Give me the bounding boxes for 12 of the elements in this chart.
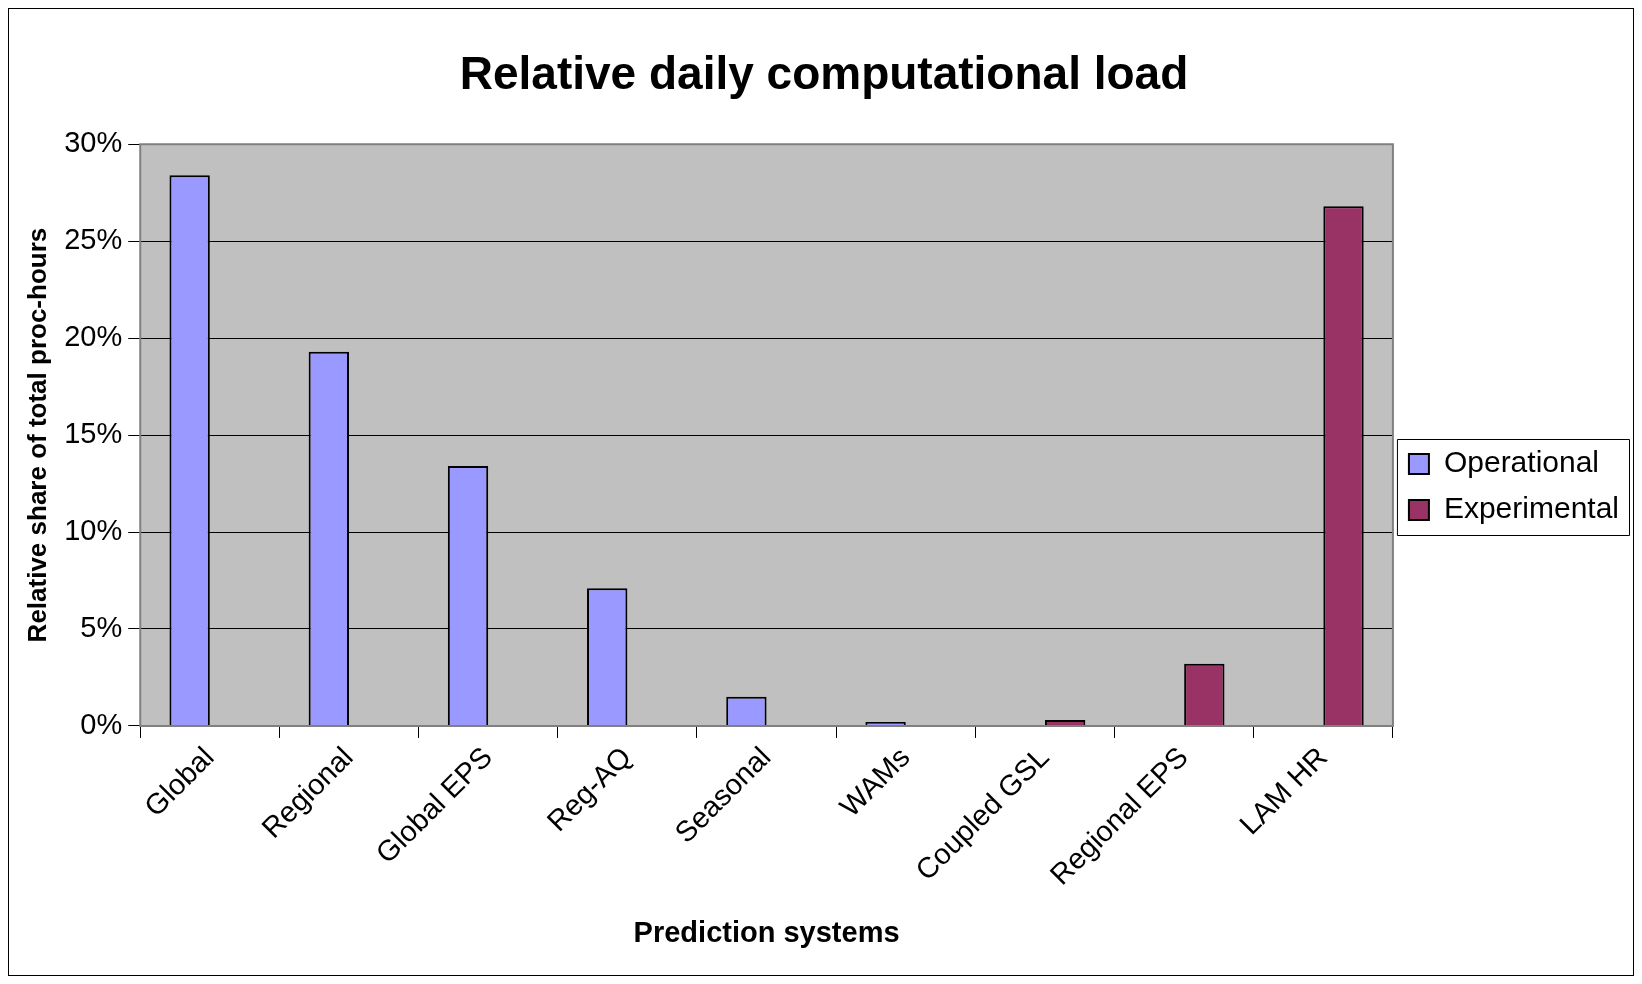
y-tick-label: 20% bbox=[64, 320, 123, 353]
legend-label: Experimental bbox=[1443, 491, 1619, 525]
y-tick-label: 0% bbox=[80, 707, 123, 740]
y-tick-label: 25% bbox=[64, 223, 123, 256]
legend-label: Operational bbox=[1443, 445, 1600, 479]
chart-title: Relative daily computational load bbox=[459, 47, 1189, 100]
x-axis-title: Prediction systems bbox=[633, 915, 900, 948]
y-axis-title: Relative share of total proc-hours bbox=[21, 227, 52, 643]
y-tick-label: 30% bbox=[64, 126, 123, 159]
y-tick-label: 5% bbox=[80, 610, 123, 643]
y-tick-label: 15% bbox=[64, 417, 123, 450]
y-tick-label: 10% bbox=[64, 514, 123, 547]
